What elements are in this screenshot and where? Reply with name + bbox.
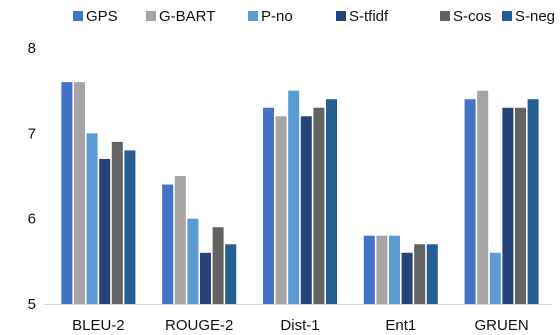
legend-item-s-neg: S-neg — [502, 8, 555, 25]
x-tick-label: Ent1 — [385, 317, 416, 334]
y-tick-label: 6 — [28, 211, 36, 228]
bar-gps-dist-1 — [263, 107, 274, 304]
bar-s-cos-rouge-2 — [212, 227, 224, 304]
bar-g-bart-dist-1 — [275, 116, 287, 305]
legend-swatch — [440, 11, 450, 21]
bar-s-neg-dist-1 — [326, 99, 337, 304]
bar-s-tfidf-gruen — [502, 107, 514, 304]
legend-label: S-cos — [453, 8, 491, 25]
bar-g-bart-ent1 — [376, 235, 388, 304]
bar-s-cos-gruen — [515, 107, 526, 304]
legend-item-s-tfidf: S-tfidf — [336, 8, 389, 25]
bar-s-tfidf-bleu-2 — [99, 158, 111, 304]
x-tick-label: Dist-1 — [280, 317, 319, 334]
bar-g-bart-gruen — [477, 90, 489, 304]
legend-swatch — [73, 11, 83, 21]
bar-s-cos-dist-1 — [313, 107, 325, 304]
legend-label: G-BART — [159, 8, 215, 25]
bar-s-cos-bleu-2 — [111, 141, 123, 304]
bar-s-tfidf-dist-1 — [300, 116, 312, 305]
y-tick-label: 5 — [28, 296, 36, 313]
bar-gps-bleu-2 — [61, 82, 73, 304]
x-axis: BLEU-2 ROUGE-2 Dist-1 Ent1 GRUEN — [44, 304, 552, 334]
legend-item-s-cos: S-cos — [440, 8, 491, 25]
legend-item-gps: GPS — [73, 8, 118, 25]
bar-group-gruen — [464, 90, 539, 304]
legend-label: S-tfidf — [349, 8, 389, 25]
y-tick-label: 8 — [28, 40, 36, 57]
bar-g-bart-rouge-2 — [174, 176, 186, 304]
bar-s-tfidf-rouge-2 — [200, 252, 211, 304]
bar-group-ent1 — [363, 235, 438, 304]
bars — [61, 82, 539, 305]
legend: GPS G-BART P-no S-tfidf S-cos S-neg — [73, 8, 555, 25]
y-tick-label: 7 — [28, 125, 36, 142]
legend-swatch — [336, 11, 346, 21]
bar-s-neg-rouge-2 — [225, 244, 237, 304]
x-tick-label: GRUEN — [475, 317, 529, 334]
bar-p-no-dist-1 — [288, 90, 300, 304]
legend-item-g-bart: G-BART — [146, 8, 215, 25]
bar-s-neg-bleu-2 — [124, 150, 136, 304]
bar-p-no-ent1 — [389, 235, 400, 304]
bar-s-neg-ent1 — [426, 244, 438, 304]
legend-label: S-neg — [515, 8, 555, 25]
x-tick-label: ROUGE-2 — [165, 317, 233, 334]
bar-gps-ent1 — [363, 235, 375, 304]
legend-item-p-no: P-no — [248, 8, 293, 25]
bar-g-bart-bleu-2 — [74, 82, 85, 304]
bar-p-no-gruen — [489, 252, 501, 304]
legend-label: GPS — [86, 8, 118, 25]
bar-p-no-bleu-2 — [86, 133, 98, 304]
bar-s-cos-ent1 — [414, 244, 426, 304]
bar-gps-rouge-2 — [162, 184, 174, 304]
bar-group-rouge-2 — [162, 176, 237, 304]
legend-swatch — [502, 11, 512, 21]
bar-s-neg-gruen — [527, 99, 539, 304]
y-axis: 5 6 7 8 — [28, 40, 36, 313]
bar-s-tfidf-ent1 — [401, 252, 413, 304]
x-tick-label: BLEU-2 — [72, 317, 125, 334]
bar-p-no-rouge-2 — [187, 218, 199, 304]
legend-label: P-no — [261, 8, 293, 25]
bar-group-dist-1 — [263, 90, 337, 305]
bar-group-bleu-2 — [61, 82, 136, 304]
legend-swatch — [248, 11, 258, 21]
bar-gps-gruen — [464, 99, 476, 304]
legend-swatch — [146, 11, 156, 21]
